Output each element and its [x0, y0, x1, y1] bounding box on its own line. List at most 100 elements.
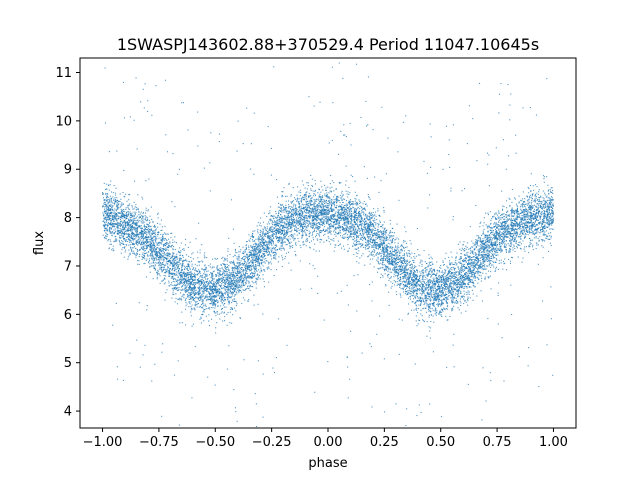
data-point [388, 254, 390, 256]
data-point [163, 274, 165, 277]
data-point [368, 223, 370, 225]
data-point [492, 246, 494, 248]
data-point [320, 218, 322, 221]
data-point [459, 241, 461, 243]
data-point [416, 278, 418, 280]
data-point [103, 211, 105, 213]
data-point [512, 240, 514, 242]
data-point [506, 224, 508, 226]
data-point [287, 232, 289, 234]
data-point [256, 273, 259, 275]
data-point [416, 294, 418, 296]
data-point [446, 306, 448, 308]
data-point [480, 280, 482, 282]
data-point [551, 211, 553, 213]
data-point [429, 327, 431, 329]
data-point [154, 235, 156, 237]
data-point [208, 325, 211, 327]
data-point [357, 240, 359, 242]
data-point [470, 259, 472, 261]
data-point [153, 226, 155, 228]
data-point [270, 229, 272, 231]
data-point [326, 217, 328, 219]
data-point [400, 257, 402, 259]
data-point [382, 242, 385, 244]
data-point [496, 232, 498, 234]
data-point [112, 245, 114, 247]
data-point [171, 297, 173, 299]
data-point [465, 277, 468, 279]
data-point [275, 226, 277, 228]
data-point [478, 253, 480, 255]
data-point [464, 254, 466, 256]
data-point [119, 206, 122, 208]
data-point [515, 211, 517, 213]
data-point [480, 247, 482, 249]
data-point [366, 125, 368, 127]
data-point [457, 282, 459, 285]
data-point [108, 214, 110, 216]
data-point [450, 284, 452, 286]
data-point [206, 289, 208, 291]
data-point [173, 293, 175, 295]
data-point [290, 225, 292, 227]
data-point [357, 215, 360, 217]
data-point [169, 272, 171, 274]
data-point [213, 295, 215, 297]
data-point [400, 280, 402, 282]
data-point [119, 216, 121, 218]
data-point [189, 288, 191, 290]
data-point [234, 251, 237, 253]
data-point [114, 228, 116, 230]
data-point [151, 253, 153, 255]
data-point [317, 226, 319, 228]
data-point [405, 425, 407, 427]
data-point [246, 241, 248, 243]
data-point [541, 210, 543, 213]
data-point [134, 221, 136, 223]
data-point [312, 195, 314, 197]
data-point [277, 261, 279, 263]
data-point [198, 299, 200, 301]
data-point [177, 266, 179, 268]
data-point [528, 199, 530, 201]
data-point [432, 277, 434, 279]
data-point [385, 234, 387, 236]
data-point [488, 238, 490, 241]
data-point [263, 258, 265, 260]
data-point [133, 201, 135, 203]
data-point [128, 220, 130, 222]
data-point [404, 289, 407, 291]
data-point [298, 216, 300, 218]
data-point [465, 272, 467, 274]
data-point [295, 229, 297, 231]
data-point [288, 183, 291, 185]
data-point [460, 286, 462, 288]
data-point [135, 230, 137, 232]
data-point [483, 248, 485, 250]
data-point [429, 263, 431, 265]
data-point [212, 277, 214, 279]
data-point [277, 225, 280, 227]
data-point [547, 238, 549, 240]
data-point [379, 220, 381, 222]
data-point [130, 230, 132, 232]
data-point [180, 279, 182, 281]
data-point [516, 225, 518, 227]
data-point [519, 226, 521, 228]
data-point [455, 256, 457, 258]
data-point [281, 266, 283, 268]
data-point [425, 289, 427, 291]
data-point [116, 150, 118, 152]
data-point [178, 287, 180, 289]
data-point [437, 279, 439, 281]
data-point [437, 295, 440, 298]
data-point [422, 285, 424, 287]
data-point [510, 284, 512, 286]
data-point [190, 309, 192, 311]
data-point [110, 203, 112, 205]
data-point [300, 214, 302, 216]
data-point [267, 254, 269, 256]
data-point [530, 228, 532, 230]
data-point [174, 255, 176, 257]
